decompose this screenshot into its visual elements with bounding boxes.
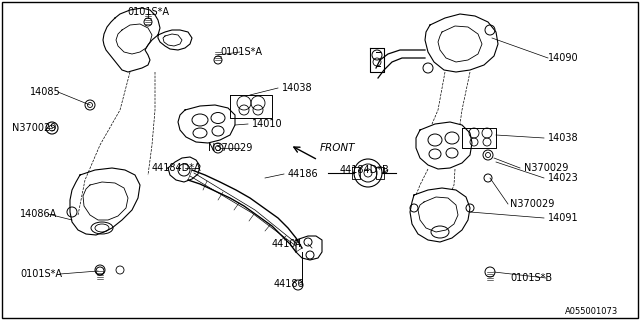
Text: 14085: 14085: [30, 87, 61, 97]
Text: 44186: 44186: [274, 279, 305, 289]
Text: 14038: 14038: [548, 133, 579, 143]
Text: 44104: 44104: [272, 239, 303, 249]
Text: A055001073: A055001073: [565, 308, 618, 316]
Text: 0101S*A: 0101S*A: [220, 47, 262, 57]
Text: 14023: 14023: [548, 173, 579, 183]
Text: 44184D*B: 44184D*B: [340, 165, 390, 175]
Text: 0101S*B: 0101S*B: [510, 273, 552, 283]
Text: 14038: 14038: [282, 83, 312, 93]
Text: 14091: 14091: [548, 213, 579, 223]
Text: N370029: N370029: [208, 143, 252, 153]
Text: 44184D*A: 44184D*A: [152, 163, 202, 173]
Text: 0101S*A: 0101S*A: [127, 7, 169, 17]
Text: 14010: 14010: [252, 119, 283, 129]
Text: FRONT: FRONT: [320, 143, 355, 153]
Text: 14090: 14090: [548, 53, 579, 63]
Text: 44186: 44186: [288, 169, 319, 179]
Text: 0101S*A: 0101S*A: [20, 269, 62, 279]
Text: N370029: N370029: [524, 163, 568, 173]
Text: N370029: N370029: [12, 123, 56, 133]
Text: 14086A: 14086A: [20, 209, 57, 219]
Text: N370029: N370029: [510, 199, 554, 209]
